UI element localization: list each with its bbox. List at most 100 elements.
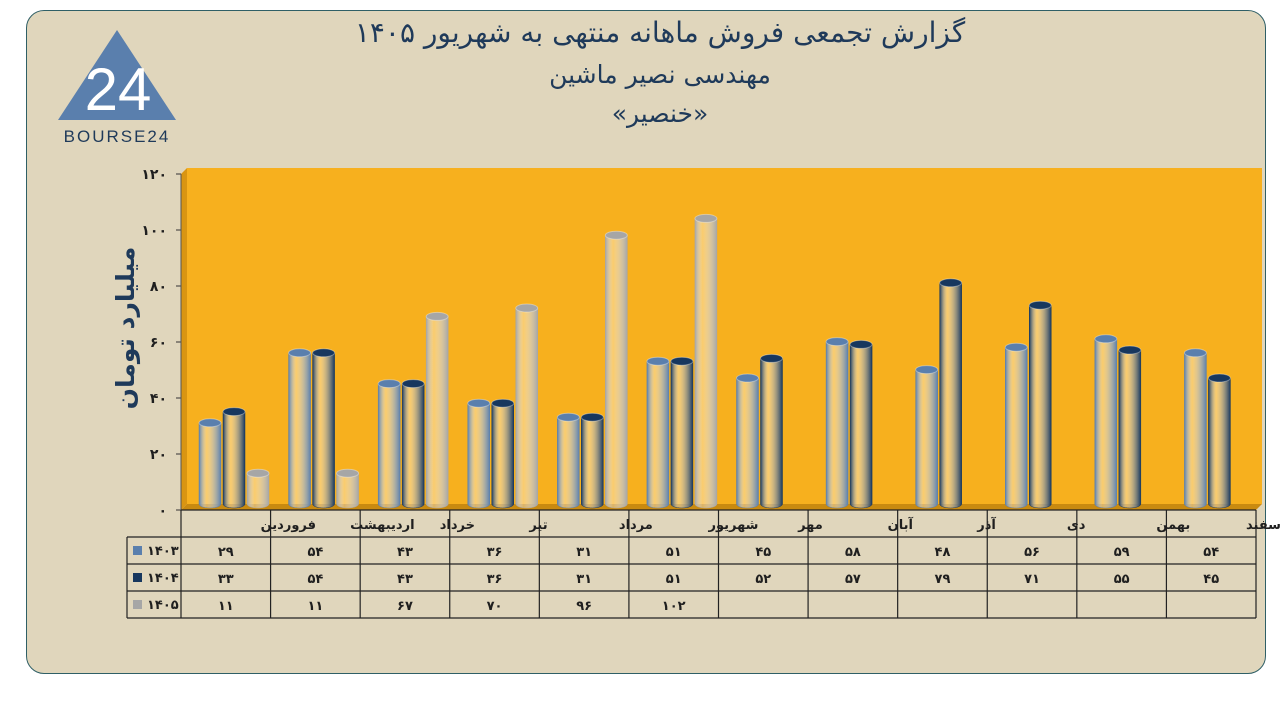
bourse24-logo: 24 BOURSE24 — [52, 26, 182, 146]
data-label: ۵۱ — [666, 572, 682, 587]
bar — [1183, 348, 1207, 509]
bar-body — [915, 369, 938, 509]
bar-body — [246, 472, 270, 509]
bar-body — [825, 341, 849, 509]
data-label: ۷۹ — [935, 572, 951, 587]
legend-key — [133, 600, 142, 609]
data-label: ۴۵ — [1203, 572, 1219, 587]
data-label: ۵۶ — [1024, 545, 1040, 560]
chart-subtitle: مهندسی نصیر ماشین — [549, 60, 771, 89]
bar-top — [694, 213, 718, 223]
bar-body — [1208, 377, 1231, 509]
bar — [760, 353, 783, 509]
bar — [825, 337, 849, 509]
bar — [556, 412, 580, 509]
bar-top — [246, 468, 270, 478]
bar — [1028, 300, 1052, 509]
bar-top — [825, 337, 849, 347]
bar — [580, 412, 604, 509]
category-label: فروردین — [261, 518, 316, 533]
bar-body — [694, 218, 718, 509]
bar — [1118, 345, 1142, 509]
bar-body — [1184, 352, 1207, 509]
bar — [1004, 342, 1028, 509]
bar — [646, 356, 670, 509]
legend-label: ۱۴۰۳ — [147, 544, 179, 559]
data-label: ۵۴ — [307, 572, 323, 587]
data-label: ۶۷ — [397, 599, 413, 614]
logo-text: BOURSE24 — [64, 127, 171, 146]
bar-body — [646, 360, 670, 509]
bar-top — [377, 379, 401, 389]
data-label: ۵۴ — [307, 545, 323, 560]
bar-top — [312, 348, 336, 358]
data-label: ۵۴ — [1203, 545, 1219, 560]
bar-top — [1207, 373, 1231, 383]
bar — [425, 311, 449, 509]
category-label: اسفند — [1246, 518, 1280, 533]
data-label: ۳۶ — [487, 572, 503, 587]
bar-body — [605, 234, 628, 509]
bar-body — [939, 282, 962, 509]
bar-top — [198, 418, 222, 428]
bar-top — [736, 373, 759, 383]
bar — [336, 468, 360, 509]
bar-body — [425, 316, 449, 509]
data-label: ۴۵ — [755, 545, 771, 560]
data-label: ۱۱ — [218, 599, 234, 614]
bar — [1094, 334, 1118, 509]
bar-body — [467, 402, 490, 509]
bar-top — [288, 348, 312, 358]
bar-body — [581, 416, 604, 509]
y-axis-title: میلیارد تومان — [111, 247, 141, 410]
legend-label: ۱۴۰۵ — [147, 598, 179, 613]
bar-top — [670, 356, 694, 366]
bar-top — [1183, 348, 1207, 358]
data-label: ۵۸ — [845, 545, 861, 560]
legend-label: ۱۴۰۴ — [147, 571, 179, 586]
bar — [849, 339, 873, 509]
bar-top — [646, 356, 670, 366]
bar — [939, 278, 963, 509]
category-label: آبان — [888, 516, 914, 533]
data-label: ۵۲ — [755, 572, 771, 587]
bar — [1207, 373, 1231, 509]
data-label: ۵۱ — [666, 545, 682, 560]
data-label: ۴۳ — [397, 572, 413, 587]
bar-body — [491, 402, 514, 509]
plot-area — [187, 168, 1262, 504]
category-label: بهمن — [1156, 518, 1190, 533]
bar — [401, 379, 425, 509]
category-label: دی — [1067, 518, 1086, 533]
category-label: مرداد — [619, 518, 653, 533]
bar-body — [222, 411, 246, 509]
bar-top — [760, 353, 783, 363]
bar-body — [198, 422, 222, 509]
bar-body — [1118, 349, 1142, 509]
bar-body — [557, 416, 580, 509]
bar-top — [604, 230, 628, 240]
bar-top — [1004, 342, 1028, 352]
legend-key — [133, 573, 142, 582]
bar-top — [336, 468, 360, 478]
category-label: آذر — [976, 516, 996, 533]
bar-body — [736, 377, 759, 509]
bar-top — [222, 407, 246, 417]
y-tick-label: ۴۰ — [150, 391, 167, 407]
y-tick-label: ۸۰ — [150, 279, 167, 295]
data-label: ۱۰۲ — [662, 599, 686, 614]
bar — [670, 356, 694, 509]
logo-mark: 24 — [85, 56, 152, 123]
bar — [694, 213, 718, 509]
bar — [604, 230, 628, 509]
data-label: ۳۶ — [487, 545, 503, 560]
data-label: ۵۷ — [845, 572, 861, 587]
bar — [491, 398, 515, 509]
data-label: ۵۵ — [1114, 572, 1130, 587]
bar-top — [425, 311, 449, 321]
bar-body — [1094, 338, 1118, 509]
data-label: ۳۱ — [576, 545, 592, 560]
bar-top — [1094, 334, 1118, 344]
bar-body — [401, 383, 425, 509]
bar-body — [377, 383, 401, 509]
